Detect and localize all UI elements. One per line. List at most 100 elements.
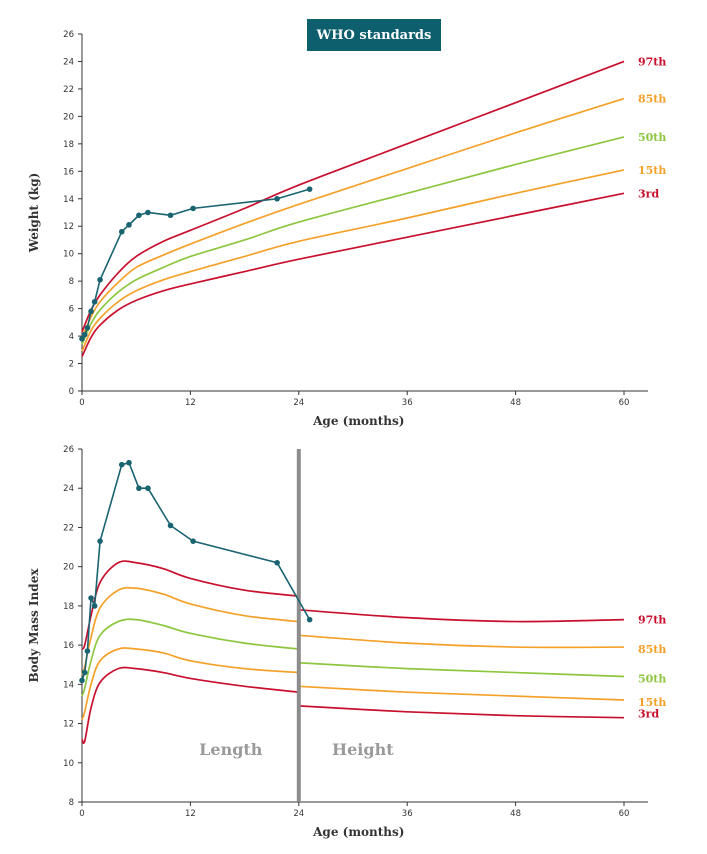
y-tick-label: 10 <box>63 759 74 769</box>
percentile-label-85th: 85th <box>638 643 666 656</box>
x-tick-label: 24 <box>293 398 304 408</box>
percentile-line-50th-length <box>81 618 299 697</box>
patient-point <box>79 677 85 684</box>
percentile-label-50th: 50th <box>638 131 666 144</box>
percentile-line-97th-length <box>81 560 299 650</box>
patient-point <box>145 209 151 216</box>
percentile-label-15th: 15th <box>638 164 666 177</box>
percentile-label-97th: 97th <box>638 614 666 627</box>
patient-point <box>118 228 125 235</box>
patient-point <box>274 195 280 202</box>
x-tick-label: 0 <box>79 809 84 819</box>
y-tick-label: 8 <box>69 798 74 808</box>
who-badge: WHO standards <box>307 19 441 51</box>
patient-point <box>118 461 125 468</box>
patient-point <box>145 485 151 492</box>
x-tick-label: 60 <box>619 809 630 819</box>
region-label-length: Length <box>199 740 263 759</box>
y-tick-label: 26 <box>63 30 74 40</box>
patient-point <box>88 308 94 315</box>
who-badge-label: WHO standards <box>316 27 432 43</box>
percentile-line-15th-height <box>298 685 625 701</box>
y-tick-label: 12 <box>63 720 74 730</box>
x-tick-label: 36 <box>402 809 413 819</box>
patient-point <box>91 603 98 609</box>
percentile-label-85th: 85th <box>638 93 666 106</box>
region-label-height: Height <box>332 740 394 759</box>
patient-point <box>126 222 132 228</box>
x-tick-label: 48 <box>510 398 521 408</box>
y-tick-label: 16 <box>63 167 74 177</box>
x-tick-label: 12 <box>185 809 196 819</box>
patient-point <box>84 648 91 654</box>
patient-point <box>136 212 142 219</box>
x-tick-label: 36 <box>402 398 413 408</box>
y-tick-label: 2 <box>69 360 74 370</box>
y-axis-label: Body Mass Index <box>27 568 41 683</box>
y-tick-label: 26 <box>63 445 74 455</box>
y-tick-label: 8 <box>69 277 74 287</box>
patient-point <box>126 459 132 466</box>
percentile-line-3rd-height <box>298 705 625 719</box>
percentile-label-50th: 50th <box>638 672 666 685</box>
percentile-line-97th-height <box>298 608 625 623</box>
x-axis-label: Age (months) <box>312 414 404 428</box>
y-tick-label: 20 <box>63 112 74 122</box>
patient-point <box>91 298 98 305</box>
patient-line <box>81 461 311 681</box>
percentile-line-85th <box>81 97 625 338</box>
chart-bmi: 8 10 12 14 16 18 20 22 24 26 0 12 24 36 48 60 Age (month… <box>27 445 666 839</box>
y-tick-label: 22 <box>63 85 74 95</box>
percentile-line-3rd-length <box>81 666 299 745</box>
y-tick-label: 16 <box>63 641 74 651</box>
y-tick-label: 24 <box>63 484 74 494</box>
y-tick-label: 24 <box>63 57 74 67</box>
patient-point <box>167 212 174 219</box>
patient-point <box>79 336 85 342</box>
percentile-label-3rd: 3rd <box>638 708 659 721</box>
patient-point <box>97 538 103 544</box>
y-tick-label: 14 <box>63 680 74 690</box>
patient-line <box>81 188 310 340</box>
patient-point <box>81 669 88 676</box>
patient-point <box>306 186 313 192</box>
percentile-line-50th <box>81 136 625 345</box>
x-tick-label: 24 <box>293 809 304 819</box>
y-tick-label: 18 <box>63 140 74 150</box>
percentile-line-15th-length <box>81 647 299 720</box>
x-tick-label: 48 <box>510 809 521 819</box>
patient-point <box>81 331 88 338</box>
percentile-line-3rd <box>81 192 625 358</box>
y-tick-label: 18 <box>63 602 74 612</box>
percentile-label-15th: 15th <box>638 696 666 709</box>
percentile-line-50th-height <box>298 661 625 678</box>
y-axis-label: Weight (kg) <box>27 173 41 254</box>
y-tick-label: 0 <box>69 387 74 397</box>
y-tick-label: 22 <box>63 523 74 533</box>
patient-point <box>136 485 142 492</box>
y-tick-label: 12 <box>63 222 74 232</box>
patient-point <box>88 595 94 601</box>
x-tick-label: 12 <box>185 398 196 408</box>
percentile-line-97th <box>81 60 625 333</box>
patient-point <box>84 325 91 331</box>
y-tick-label: 20 <box>63 563 74 573</box>
y-tick-label: 6 <box>69 305 74 315</box>
percentile-line-15th <box>81 169 625 352</box>
x-tick-label: 0 <box>79 398 84 408</box>
y-tick-label: 14 <box>63 195 74 205</box>
y-tick-label: 10 <box>63 250 74 260</box>
patient-point <box>274 559 280 566</box>
patient-point <box>190 205 196 212</box>
percentile-label-3rd: 3rd <box>638 187 659 200</box>
y-tick-label: 4 <box>69 332 74 342</box>
percentile-label-97th: 97th <box>638 55 666 68</box>
x-axis-label: Age (months) <box>312 825 404 839</box>
percentile-line-85th-height <box>298 634 625 649</box>
patient-point <box>167 522 174 529</box>
x-tick-label: 60 <box>619 398 630 408</box>
patient-point <box>97 276 103 283</box>
